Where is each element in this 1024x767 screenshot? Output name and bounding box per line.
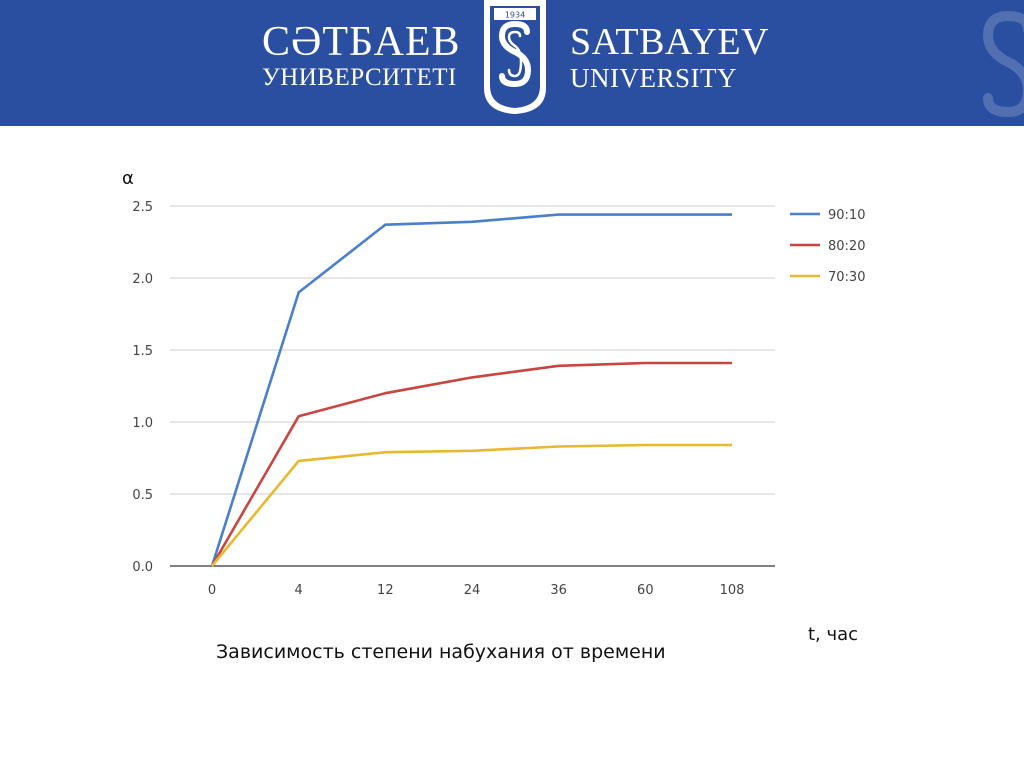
y-tick-label: 0.5 bbox=[132, 488, 153, 503]
grid-lines bbox=[170, 205, 775, 567]
y-axis-label: α bbox=[122, 168, 134, 189]
legend-label: 80:20 bbox=[828, 239, 865, 254]
y-tick-label: 2.0 bbox=[132, 272, 153, 287]
x-tick-label: 36 bbox=[550, 583, 567, 598]
x-tick-labels: 0 4 12 24 36 60 108 bbox=[208, 583, 745, 598]
emblem-year: 1934 bbox=[505, 11, 525, 20]
x-tick-label: 60 bbox=[637, 583, 654, 598]
y-tick-labels: 0.0 0.5 1.0 1.5 2.0 2.5 bbox=[132, 200, 153, 575]
brand-kazakh-title: СӘТБАЕВ bbox=[262, 19, 461, 65]
series-line-80-20 bbox=[210, 361, 732, 567]
series-line-90-10 bbox=[210, 213, 732, 567]
chart-caption: Зависимость степени набухания от времени bbox=[216, 641, 666, 663]
emblem-watermark-icon bbox=[982, 10, 1024, 118]
header-banner: СӘТБАЕВ УНИВЕРСИТЕТІ 1934 SATBAYEV UNIVE… bbox=[0, 0, 1024, 126]
y-tick-label: 0.0 bbox=[132, 560, 153, 575]
x-tick-label: 4 bbox=[295, 583, 303, 598]
y-tick-label: 2.5 bbox=[132, 200, 153, 215]
legend: 90:10 80:20 70:30 bbox=[790, 208, 865, 285]
x-tick-label: 24 bbox=[464, 583, 481, 598]
data-series bbox=[210, 213, 732, 567]
brand-kazakh: СӘТБАЕВ УНИВЕРСИТЕТІ bbox=[262, 20, 462, 92]
x-tick-label: 0 bbox=[208, 583, 216, 598]
brand-english-title: SATBAYEV bbox=[570, 21, 769, 63]
x-axis-label: t, час bbox=[808, 624, 858, 645]
series-line-70-30 bbox=[210, 443, 732, 567]
x-tick-label: 108 bbox=[720, 583, 745, 598]
swelling-line-chart: 0.0 0.5 1.0 1.5 2.0 2.5 0 4 12 24 36 60 108 90:10 80… bbox=[122, 168, 865, 645]
legend-label: 90:10 bbox=[828, 208, 865, 223]
legend-label: 70:30 bbox=[828, 270, 865, 285]
y-tick-label: 1.0 bbox=[132, 416, 153, 431]
y-tick-label: 1.5 bbox=[132, 344, 153, 359]
brand-english: SATBAYEV UNIVERSITY bbox=[570, 20, 780, 92]
brand-english-subtitle: UNIVERSITY bbox=[570, 63, 737, 93]
satbayev-s-emblem-icon: 1934 bbox=[484, 0, 546, 114]
brand-kazakh-subtitle: УНИВЕРСИТЕТІ bbox=[262, 64, 457, 91]
x-tick-label: 12 bbox=[377, 583, 394, 598]
